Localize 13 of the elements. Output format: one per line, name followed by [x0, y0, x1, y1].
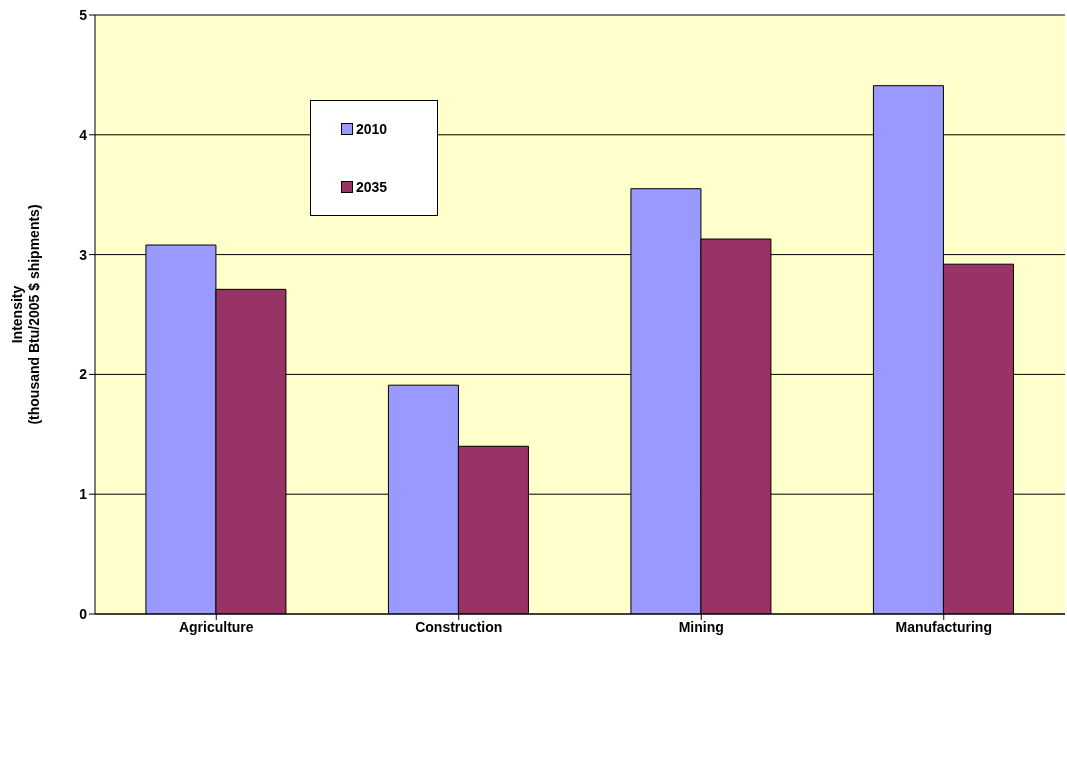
x-tick-label: Agriculture — [178, 618, 254, 635]
x-tick-label: Mining — [678, 618, 724, 635]
legend-label: 2010 — [355, 121, 389, 137]
y-axis-title: Intensity (thousand Btu/2005 $ shipments) — [9, 204, 42, 425]
y-tick-label: 4 — [79, 126, 88, 143]
y-tick-label: 2 — [79, 366, 88, 383]
y-tick-label: 3 — [79, 246, 88, 263]
legend-label: 2035 — [355, 179, 389, 195]
x-tick-label: Manufacturing — [895, 618, 992, 635]
y-tick-label: 5 — [79, 6, 88, 23]
x-tick-label: Construction — [415, 618, 503, 635]
y-tick-label: 0 — [79, 605, 88, 622]
y-tick-label: 1 — [79, 486, 88, 503]
